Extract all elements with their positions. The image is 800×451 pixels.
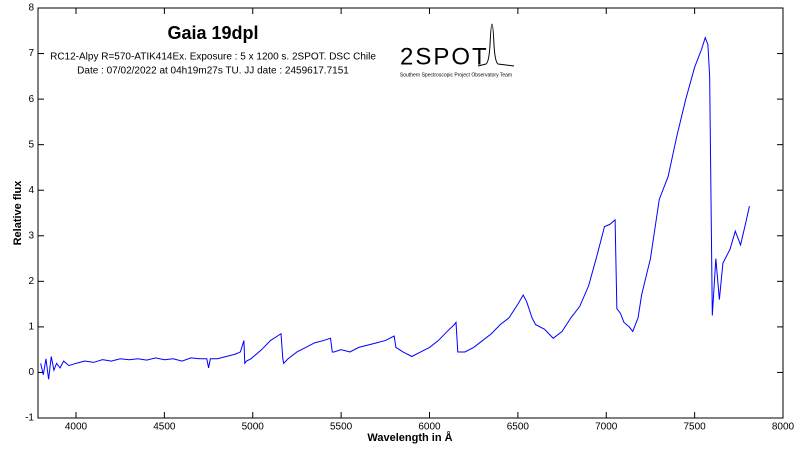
y-axis-label: Relative flux [12,180,24,246]
y-tick-label: 3 [28,230,34,241]
y-tick-label: 1 [28,322,34,333]
subtitle: RC12-Alpy R=570-ATIK414Ex. Exposure : 5 … [50,52,376,63]
spectrum-line [40,36,750,380]
x-axis-label: Wavelength in Å [367,431,452,444]
x-tick-label: 4500 [153,422,176,433]
logo-peak [477,23,515,67]
y-tick-label: -1 [25,413,34,424]
subtitle: Date : 07/02/2022 at 04h19m27s TU. JJ da… [77,66,349,77]
y-tick-label: 7 [28,48,34,59]
y-tick-label: 2 [28,276,34,287]
y-tick-label: 0 [28,367,34,378]
x-tick-label: 7500 [684,422,707,433]
y-tick-label: 5 [28,139,34,150]
x-tick-label: 7000 [595,422,618,433]
logo-caption: Southern Spectroscopic Project Observato… [400,72,512,78]
x-tick-label: 5500 [330,422,353,433]
x-tick-label: 6500 [507,422,530,433]
y-tick-label: 6 [28,94,34,105]
logo-text: 2SPOT [400,43,489,70]
x-tick-label: 5000 [242,422,265,433]
y-tick-label: 8 [28,3,34,14]
x-tick-label: 4000 [65,422,88,433]
x-tick-label: 6000 [418,422,441,433]
chart-title: Gaia 19dpl [167,23,258,43]
plot-frame [37,7,784,419]
x-tick-label: 8000 [772,422,795,433]
y-tick-label: 4 [28,185,34,196]
